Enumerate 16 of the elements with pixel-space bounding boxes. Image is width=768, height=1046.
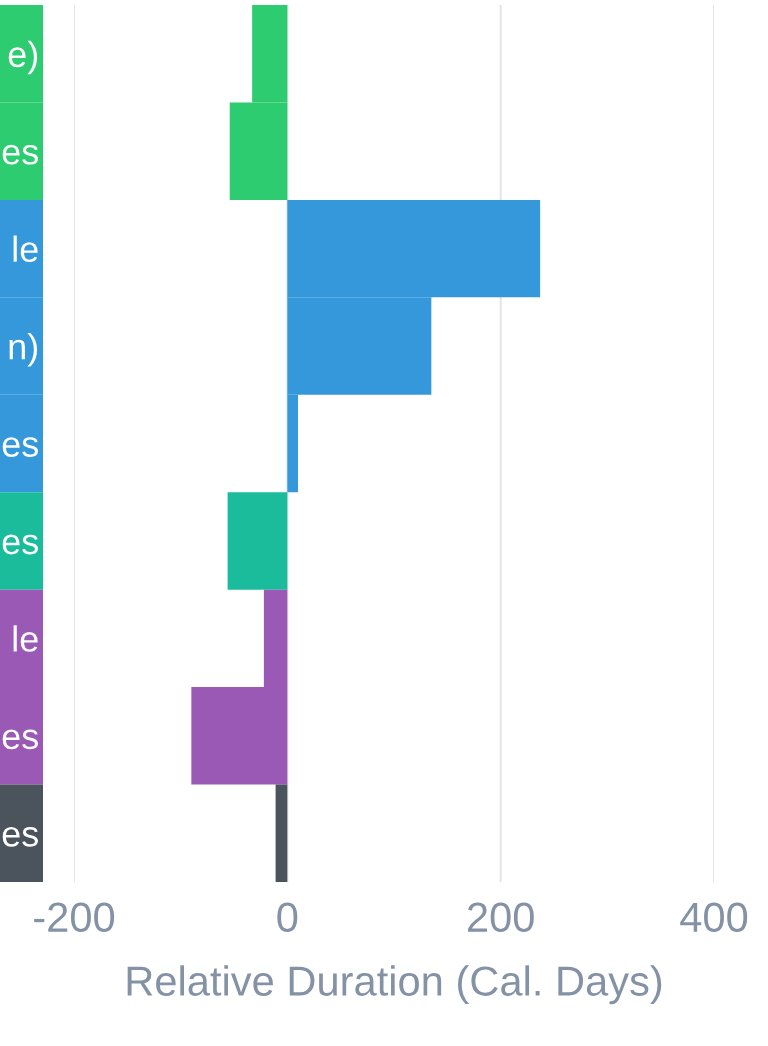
y-tick-label: es	[2, 826, 38, 847]
x-axis-title: Relative Duration (Cal. Days)	[127, 965, 662, 1005]
x-tick-label: 0	[277, 902, 298, 933]
x-tick-label: 200	[468, 902, 534, 933]
y-tick-label: n)	[9, 332, 38, 367]
y-tick-label: es	[2, 729, 38, 750]
bar	[275, 784, 288, 882]
y-tick-label: e)	[8, 40, 38, 75]
y-tick-label: es	[2, 437, 38, 457]
x-tick-label: -200	[34, 902, 115, 933]
y-tick-label: es	[2, 144, 38, 165]
bar	[227, 492, 288, 590]
y-tick-label: le	[13, 235, 38, 263]
x-tick-label: 400	[680, 902, 748, 933]
y-tick-label: es	[2, 534, 38, 555]
y-tick-label: le	[13, 625, 38, 652]
